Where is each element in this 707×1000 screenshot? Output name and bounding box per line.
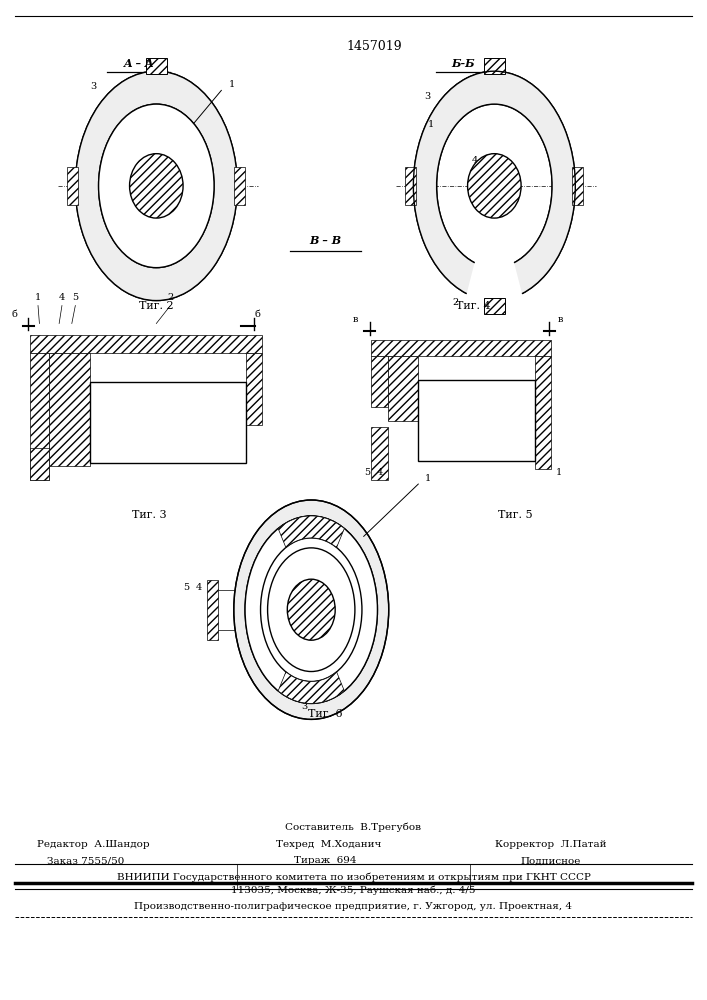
Bar: [90, 382, 247, 463]
Text: 3: 3: [90, 82, 96, 91]
Text: A – A: A – A: [124, 58, 154, 69]
Text: Τиг. 4: Τиг. 4: [456, 301, 491, 311]
Text: Τиг. 5: Τиг. 5: [498, 510, 533, 520]
Text: Корректор  Л.Патай: Корректор Л.Патай: [495, 840, 607, 849]
Ellipse shape: [129, 154, 183, 218]
Bar: [207, 580, 218, 640]
Bar: [484, 298, 505, 314]
Bar: [49, 353, 90, 466]
Ellipse shape: [287, 579, 335, 640]
Text: 1: 1: [424, 474, 431, 483]
Text: Производственно-полиграфическое предприятие, г. Ужгород, ул. Проектная, 4: Производственно-полиграфическое предприя…: [134, 902, 573, 911]
Bar: [405, 167, 416, 205]
Text: 1457019: 1457019: [347, 40, 402, 53]
Circle shape: [245, 516, 378, 703]
Text: Тираж  694: Тираж 694: [294, 856, 356, 865]
Bar: [484, 58, 505, 74]
Polygon shape: [278, 672, 344, 703]
Bar: [67, 167, 78, 205]
Text: 5: 5: [183, 583, 189, 592]
Text: 4: 4: [107, 171, 114, 180]
Text: Техред  М.Ходанич: Техред М.Ходанич: [276, 840, 382, 849]
Text: 1: 1: [35, 293, 41, 302]
Text: б: б: [11, 310, 17, 319]
Ellipse shape: [467, 154, 521, 218]
Text: ВНИИПИ Государственного комитета по изобретениям и открытиям при ГКНТ СССР: ВНИИПИ Государственного комитета по изоб…: [117, 872, 590, 882]
Text: Подписное: Подписное: [520, 856, 581, 865]
Text: 5: 5: [119, 171, 126, 180]
Bar: [388, 356, 418, 421]
Text: 2: 2: [452, 298, 459, 307]
Bar: [371, 340, 551, 356]
Text: 4: 4: [472, 156, 478, 165]
Text: 5: 5: [365, 468, 370, 477]
Text: Τиг. 6: Τиг. 6: [308, 709, 343, 719]
Circle shape: [261, 538, 362, 681]
Bar: [30, 335, 262, 353]
Text: 1: 1: [228, 80, 235, 89]
Text: в: в: [353, 315, 358, 324]
Bar: [30, 353, 49, 480]
Text: 3: 3: [424, 92, 431, 101]
Text: 113035, Москва, Ж-35, Раушская наб., д. 4/5: 113035, Москва, Ж-35, Раушская наб., д. …: [231, 885, 476, 895]
Text: Τиг. 3: Τиг. 3: [132, 510, 167, 520]
Bar: [247, 353, 262, 425]
Text: 4: 4: [59, 293, 65, 302]
Bar: [371, 427, 388, 480]
Text: 4: 4: [195, 583, 201, 592]
Circle shape: [267, 548, 355, 672]
Bar: [535, 356, 551, 469]
Text: 2: 2: [168, 293, 173, 302]
Bar: [572, 167, 583, 205]
Text: 5: 5: [72, 293, 78, 302]
Text: в: в: [558, 315, 563, 324]
Text: 3: 3: [301, 702, 308, 711]
Text: В – В: В – В: [309, 235, 341, 246]
Text: Б-Б: Б-Б: [451, 58, 474, 69]
Bar: [146, 58, 167, 74]
Text: Τиг. 2: Τиг. 2: [139, 301, 174, 311]
Text: б: б: [255, 310, 261, 319]
Wedge shape: [234, 500, 389, 719]
Bar: [418, 380, 535, 461]
Text: Составитель  В.Трегубов: Составитель В.Трегубов: [286, 822, 421, 832]
Bar: [371, 356, 388, 407]
Circle shape: [98, 104, 214, 268]
Text: Редактор  А.Шандор: Редактор А.Шандор: [37, 840, 149, 849]
Circle shape: [76, 71, 238, 301]
Text: Заказ 7555/50: Заказ 7555/50: [47, 856, 124, 865]
Bar: [30, 448, 49, 480]
Polygon shape: [278, 516, 344, 548]
Text: 4: 4: [377, 468, 383, 477]
Text: 5: 5: [498, 163, 505, 172]
Bar: [234, 167, 245, 205]
Wedge shape: [76, 71, 238, 301]
Text: 1: 1: [428, 120, 434, 129]
Polygon shape: [414, 71, 575, 294]
Text: 1: 1: [556, 468, 562, 477]
